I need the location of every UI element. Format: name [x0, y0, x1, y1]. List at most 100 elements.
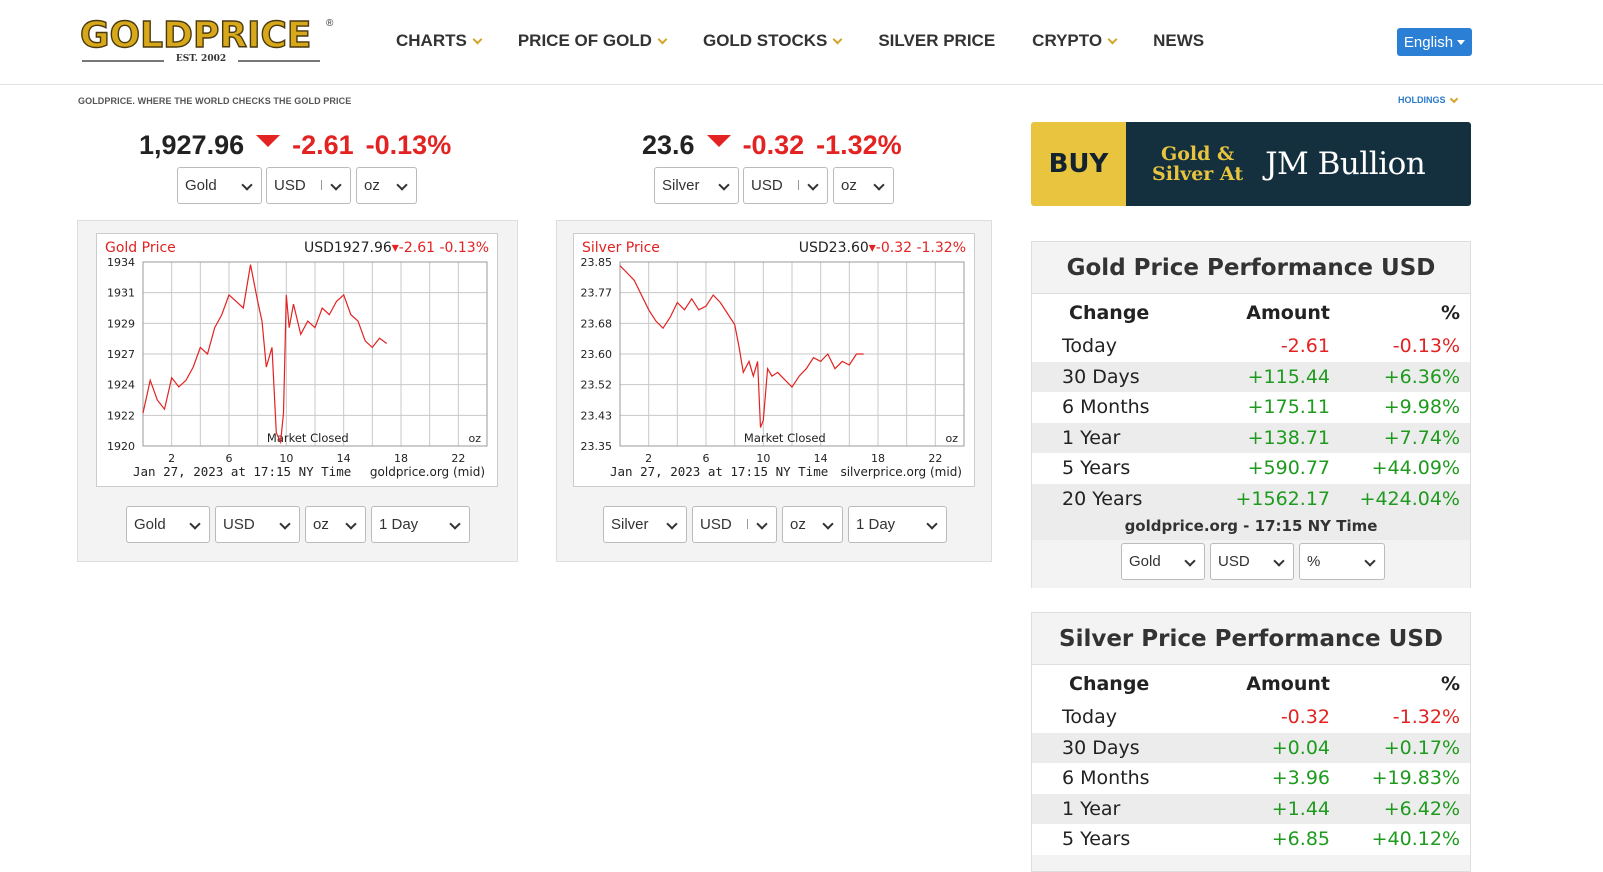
chevron-down-icon: [345, 518, 357, 530]
nav-item-label: CRYPTO: [1032, 31, 1103, 50]
banner-tagline-line1: Gold &: [1160, 143, 1235, 165]
chart-title: Silver Price: [582, 240, 660, 256]
gold-ticker-currency-select[interactable]: USD: [266, 167, 351, 204]
amount-cell: +590.77: [1247, 457, 1330, 480]
gold-chart-metal-select[interactable]: Gold: [126, 506, 210, 543]
chevron-down-icon: [1449, 94, 1458, 103]
silver-performance-table: Silver Price Performance USD Change Amou…: [1031, 612, 1471, 872]
gold-chart-svg: Gold Price USD1927.96▾-2.61 -0.13% 1934 193…: [105, 240, 489, 479]
select-value: USD: [223, 516, 255, 533]
chart-header-value: USD23.60: [799, 240, 869, 256]
nav-item-news[interactable]: NEWS: [1153, 31, 1204, 51]
chart-header-change: -0.32 -1.32%: [876, 240, 966, 256]
table-header: Change Amount %: [1032, 294, 1470, 331]
gold-spot-price: 1,927.96: [139, 130, 245, 160]
perf-mode-select[interactable]: %: [1299, 543, 1385, 580]
price-series-line: [619, 265, 864, 428]
banner-tagline-line2: Silver At: [1152, 163, 1244, 185]
gold-chart-currency-select[interactable]: USD: [215, 506, 300, 543]
select-value: oz: [364, 177, 380, 194]
jm-bullion-ad-banner[interactable]: BUY Gold & Silver At JM Bullion: [1031, 122, 1471, 206]
goldprice-logo[interactable]: GOLDPRICE ® EST. 2002: [79, 17, 334, 68]
banner-tagline: Gold & Silver At: [1152, 144, 1243, 184]
select-value: 1 Day: [379, 516, 419, 533]
y-tick-label: 23.68: [581, 317, 613, 330]
x-tick-label: 2: [645, 452, 652, 465]
percent-cell: -1.32%: [1392, 706, 1460, 729]
chevron-down-icon: [330, 179, 342, 191]
holdings-link[interactable]: HOLDINGS: [1398, 94, 1458, 105]
gold-price-chart[interactable]: Gold Price USD1927.96▾-2.61 -0.13% 1934 193…: [96, 233, 498, 487]
period-cell: 6 Months: [1062, 767, 1150, 790]
main-nav: CHARTS PRICE OF GOLD GOLD STOCKS SILVER PRI…: [396, 31, 1241, 51]
market-closed-label: Market Closed: [267, 431, 349, 445]
perf-metal-select[interactable]: Gold: [1121, 543, 1205, 580]
period-cell: 20 Years: [1062, 487, 1143, 510]
perf-currency-select[interactable]: USD: [1210, 543, 1294, 580]
y-tick-label: 23.43: [581, 409, 613, 422]
select-value: USD: [700, 516, 732, 533]
gold-ticker-metal-select[interactable]: Gold: [177, 167, 262, 204]
gold-chart-range-select[interactable]: 1 Day: [371, 506, 470, 543]
silver-chart-currency-select[interactable]: USD: [692, 506, 777, 543]
gold-ticker-unit-select[interactable]: oz: [356, 167, 417, 204]
silver-ticker-metal-select[interactable]: Silver: [654, 167, 739, 204]
nav-item-crypto[interactable]: CRYPTO: [1032, 31, 1118, 51]
holdings-label: HOLDINGS: [1398, 95, 1446, 105]
select-value: Gold: [185, 177, 217, 194]
table-row: 6 Months +3.96 +19.83%: [1032, 763, 1470, 794]
chevron-down-icon: [472, 34, 483, 45]
nav-item-label: SILVER PRICE: [878, 31, 996, 50]
amount-cell: +175.11: [1247, 396, 1330, 419]
table-row: 5 Years +590.77 +44.09%: [1032, 453, 1470, 484]
chart-header-quote: USD1927.96▾-2.61 -0.13%: [304, 240, 489, 256]
chevron-down-icon: [396, 179, 408, 191]
chevron-down-icon: [279, 518, 291, 530]
chevron-down-icon: [1364, 555, 1376, 567]
table-row: 1 Year +1.44 +6.42%: [1032, 793, 1470, 824]
silver-chart-metal-select[interactable]: Silver: [603, 506, 687, 543]
select-value: 1 Day: [856, 516, 896, 533]
y-tick-label: 1924: [107, 379, 135, 392]
gold-performance-title: Gold Price Performance USD: [1032, 242, 1470, 294]
gold-chart-unit-select[interactable]: oz: [305, 506, 366, 543]
silver-ticker-currency-select[interactable]: USD: [743, 167, 828, 204]
y-tick-label: 23.77: [581, 287, 613, 300]
site-header: GOLDPRICE ® EST. 2002 CHARTS PRICE OF GOL…: [0, 0, 1603, 85]
nav-item-label: PRICE OF GOLD: [517, 31, 652, 50]
language-select[interactable]: English: [1397, 28, 1472, 56]
silver-chart-range-select[interactable]: 1 Day: [848, 506, 947, 543]
x-tick-label: 14: [337, 452, 351, 465]
chart-header-value: USD1927.96: [304, 240, 392, 256]
silver-performance-title: Silver Price Performance USD: [1032, 613, 1470, 665]
table-row: 5 Years +6.85 +40.12%: [1032, 824, 1470, 855]
unit-label: oz: [945, 432, 958, 445]
table-row: 30 Days +115.44 +6.36%: [1032, 361, 1470, 392]
nav-item-silver-price[interactable]: SILVER PRICE: [878, 31, 995, 51]
silver-chart-unit-select[interactable]: oz: [782, 506, 843, 543]
nav-item-price-of-gold[interactable]: PRICE OF GOLD: [517, 31, 668, 51]
chevron-down-icon: [756, 518, 768, 530]
select-value: Gold: [1129, 553, 1161, 570]
market-closed-label: Market Closed: [744, 431, 826, 445]
table-row: 30 Days +0.04 +0.17%: [1032, 732, 1470, 763]
silver-ticker-unit-select[interactable]: oz: [833, 167, 894, 204]
header-percent: %: [1440, 301, 1460, 324]
table-row: 1 Year +138.71 +7.74%: [1032, 422, 1470, 453]
percent-cell: +9.98%: [1383, 396, 1460, 419]
nav-item-gold-stocks[interactable]: GOLD STOCKS: [703, 31, 843, 51]
chevron-down-icon: [657, 34, 668, 45]
gold-performance-table: Gold Price Performance USD Change Amount…: [1031, 241, 1471, 588]
logo-established: EST. 2002: [80, 54, 322, 64]
nav-item-charts[interactable]: CHARTS: [396, 31, 483, 51]
separator: [747, 519, 748, 529]
amount-cell: -2.61: [1280, 335, 1330, 358]
table-row: Today -0.32 -1.32%: [1032, 702, 1470, 733]
period-cell: 1 Year: [1062, 797, 1121, 820]
percent-cell: +0.17%: [1383, 736, 1460, 759]
silver-price-chart[interactable]: Silver Price USD23.60▾-0.32 -1.32% 23.85 23…: [573, 233, 975, 487]
select-value: %: [1307, 553, 1321, 570]
x-tick-label: 18: [394, 452, 408, 465]
gold-price-ticker: 1,927.96 -2.61 -0.13%: [139, 130, 451, 161]
down-arrow-icon: [706, 134, 731, 147]
